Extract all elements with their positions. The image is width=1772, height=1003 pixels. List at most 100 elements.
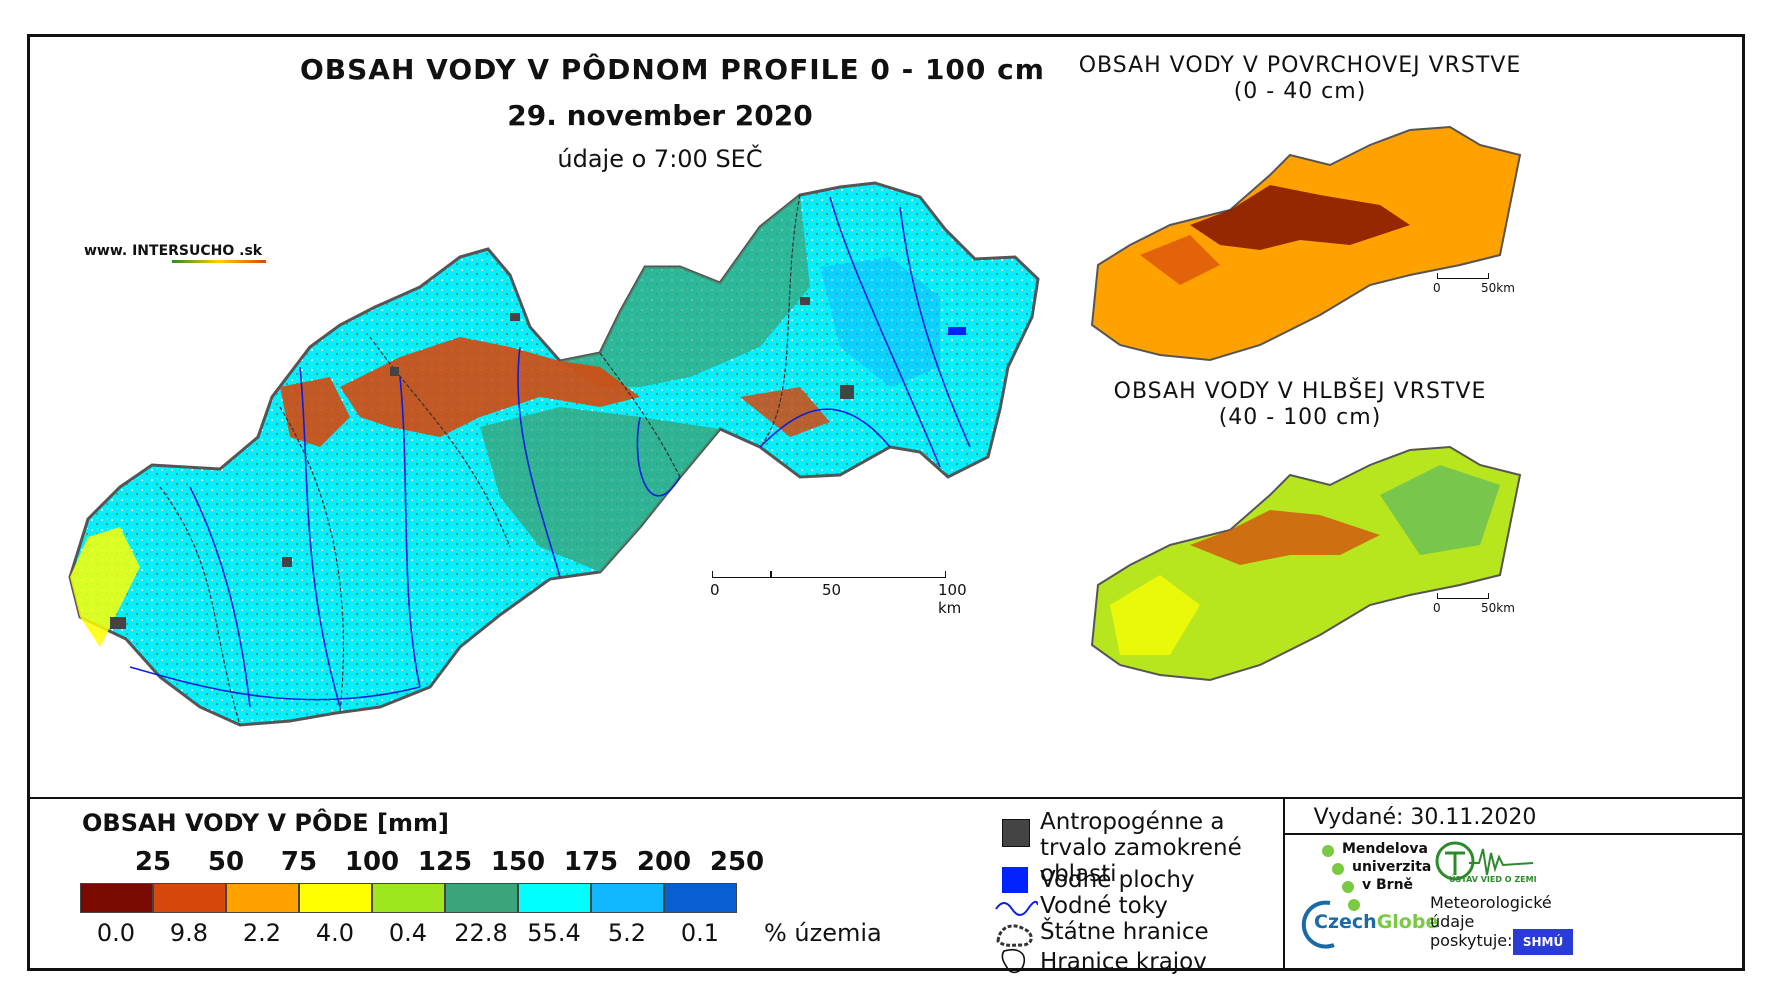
legend-percentage: 5.2 (607, 919, 647, 947)
legend-color-bar (80, 883, 740, 915)
inset-deep-title-2: (40 - 100 cm) (1218, 405, 1382, 430)
deep-scale-50: 50km (1481, 601, 1515, 615)
legend-swatch (372, 883, 445, 913)
water-areas-label: Vodné plochy (1040, 867, 1195, 893)
surface-scale-50: 50km (1481, 281, 1515, 295)
river-network (129, 196, 971, 708)
deep-scale-0: 0 (1433, 601, 1441, 615)
percent-unit: % územia (764, 919, 882, 947)
orange-zone-west (280, 377, 350, 447)
anthropogenic-label: Antropogénne a trvalo zamokrené oblasti (1040, 809, 1242, 887)
state-border-swatch (996, 924, 1033, 947)
surface-scale-bar: 0 50km (1433, 273, 1543, 297)
anthropogenic-areas (110, 297, 854, 629)
legend-class-label: 25 (134, 847, 172, 877)
czechglobe-arc-icon (1301, 900, 1335, 949)
legend-class-label: 200 (636, 847, 692, 877)
surface-scale-0: 0 (1433, 281, 1441, 295)
legend-class-labels: 25 50 75 100 125 150 175 200 250 (80, 847, 764, 881)
legend-percentage: 2.2 (242, 919, 282, 947)
legend-title: OBSAH VODY V PÔDE [mm] (82, 809, 450, 837)
green-zone-north (560, 195, 810, 387)
legend-divider (1283, 799, 1285, 970)
mendel-line-1: Mendelova (1342, 841, 1428, 857)
map-date: 29. november 2020 (507, 99, 813, 132)
surface-red-zone (1140, 235, 1220, 285)
legend-class-label: 125 (417, 847, 473, 877)
legend-percentage: 0.4 (388, 919, 428, 947)
main-scale-0: 0 (710, 581, 720, 599)
legend-swatch (299, 883, 372, 913)
map-frame: OBSAH VODY V PÔDNOM PROFILE 0 - 100 cm 2… (27, 34, 1745, 975)
orange-zone-center (340, 337, 640, 437)
inset-surface-map (1090, 125, 1522, 362)
czechglobe-logo[interactable]: CzechGlobe (1300, 899, 1440, 949)
water-area (948, 327, 966, 335)
state-border-label: Štátne hranice (1040, 919, 1209, 945)
legend-swatch (591, 883, 664, 913)
legend-percentage: 9.8 (169, 919, 209, 947)
region-border-swatch (1001, 948, 1026, 974)
surface-outline (1090, 125, 1522, 362)
region-borders (159, 194, 801, 726)
ustav-text: ÚSTAV VIED O ZEMI (1449, 875, 1537, 884)
legend-class-label: 250 (709, 847, 765, 877)
legend-percentage: 0.0 (96, 919, 136, 947)
inset-deep-title-1: OBSAH VODY V HLBŠEJ VRSTVE (1113, 379, 1487, 404)
green-zone-central (480, 407, 720, 572)
surface-dark-zone (1190, 185, 1410, 250)
legend-panel: OBSAH VODY V PÔDE [mm] 25 50 75 100 125 150 17… (30, 797, 1742, 975)
legend-class-label: 50 (207, 847, 245, 877)
czechglobe-b: Globe (1376, 911, 1439, 933)
deep-red-zone (1190, 510, 1380, 565)
czechglobe-a: Czech (1314, 911, 1377, 933)
legend-class-label: 150 (490, 847, 546, 877)
intersucho-website[interactable]: www. INTERSUCHO .sk (84, 243, 266, 263)
time-note: údaje o 7:00 SEČ (557, 145, 763, 173)
legend-swatch (664, 883, 737, 913)
website-text: www. INTERSUCHO .sk (84, 243, 263, 259)
inset-deep-map (1090, 445, 1522, 682)
inset-surface-title-2: (0 - 40 cm) (1233, 79, 1367, 104)
main-map (68, 181, 1040, 727)
legend-swatch (518, 883, 591, 913)
issued-box: Vydané: 30.11.2020 (1285, 799, 1742, 835)
map-title: OBSAH VODY V PÔDNOM PROFILE 0 - 100 cm (300, 53, 1045, 86)
inset-surface-title-1: OBSAH VODY V POVRCHOVEJ VRSTVE (1078, 53, 1522, 78)
meteo-line-3: poskytuje: (1430, 931, 1513, 950)
website-underline (172, 260, 266, 263)
blue-zone-east (820, 257, 940, 387)
legend-swatch (226, 883, 299, 913)
legend-swatch (80, 883, 153, 913)
mendel-logo[interactable]: Mendelova univerzita v Brně (1320, 841, 1450, 911)
region-border-label: Hranice krajov (1040, 949, 1207, 975)
issued-date: Vydané: 30.11.2020 (1313, 805, 1537, 830)
ustav-logo[interactable]: ÚSTAV VIED O ZEMI (1435, 839, 1537, 895)
legend-swatch (153, 883, 226, 913)
mendel-line-2: univerzita (1352, 859, 1432, 875)
meteo-line-1: Meteorologické (1430, 893, 1552, 912)
yellow-zone-west (70, 527, 140, 647)
anthropogenic-swatch (1002, 819, 1030, 847)
deep-green-zone (1380, 465, 1500, 555)
orange-zone-east (740, 387, 830, 437)
stream-swatch (995, 900, 1038, 916)
legend-swatch (445, 883, 518, 913)
legend-percentages: 0.0 9.8 2.2 4.0 0.4 22.8 55.4 5.2 0.1 (80, 919, 760, 949)
legend-percentage: 0.1 (680, 919, 720, 947)
main-scale-bar: 0 50 100 km (710, 571, 970, 617)
mendel-line-3: v Brně (1362, 877, 1414, 893)
legend-percentage: 22.8 (454, 919, 508, 947)
streams-label: Vodné toky (1040, 893, 1168, 919)
shmu-logo[interactable]: SHMÚ (1513, 929, 1573, 955)
legend-class-label: 100 (344, 847, 400, 877)
meteo-credit: Meteorologické údaje poskytuje: (1430, 893, 1580, 950)
deep-scale-bar: 0 50km (1433, 593, 1543, 617)
shmu-text: SHMÚ (1522, 935, 1564, 949)
legend-class-label: 75 (280, 847, 318, 877)
deep-yellow-zone (1110, 575, 1200, 655)
legend-percentage: 4.0 (315, 919, 355, 947)
legend-class-label: 175 (563, 847, 619, 877)
water-area-swatch (1002, 867, 1028, 893)
meteo-line-2: údaje (1430, 912, 1475, 931)
